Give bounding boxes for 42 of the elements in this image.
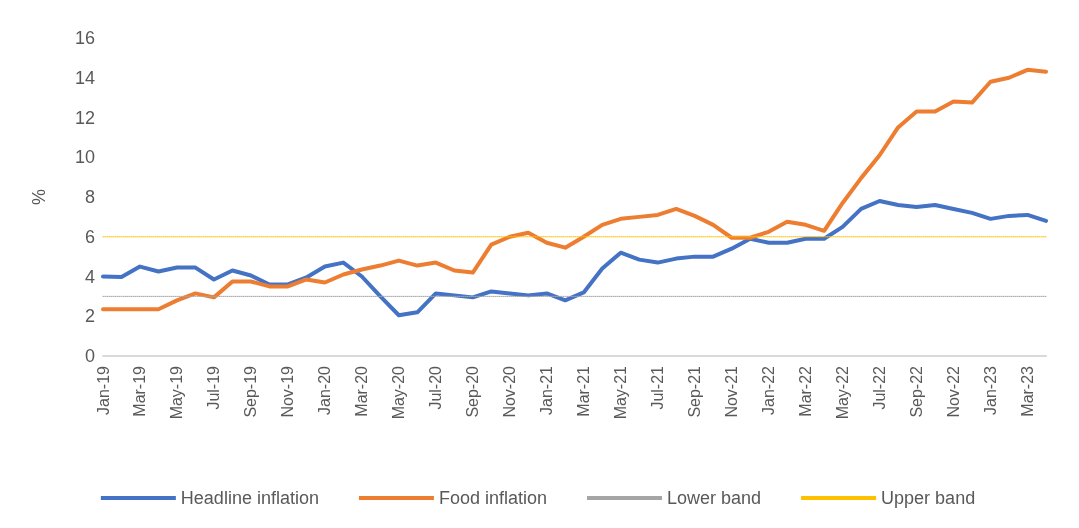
x-tick-label: Jul-20 [427,365,445,410]
x-tick-label: Mar-19 [131,365,149,417]
legend-label: Food inflation [438,488,548,508]
x-tick-label: Sep-22 [908,365,926,418]
y-tick-label: 8 [84,187,95,207]
y-tick-label: 12 [74,107,95,128]
x-tick-label: Jan-20 [316,365,334,415]
x-tick-label: Mar-21 [575,365,593,417]
x-tick-label: Sep-20 [464,365,482,418]
x-tick-label: Nov-20 [501,365,519,418]
x-tick-label: Sep-19 [242,365,260,418]
y-tick-label: 6 [84,226,95,247]
x-tick-label: Jan-23 [982,365,1000,415]
y-tick-label: 16 [74,28,95,48]
x-tick-label: May-19 [168,365,186,420]
x-tick-label: Nov-22 [945,365,963,418]
x-tick-label: Mar-20 [353,365,371,417]
x-tick-label: Jul-21 [649,365,667,410]
x-tick-label: Jan-21 [538,365,556,415]
x-tick-label: May-20 [390,365,408,420]
x-tick-label: May-21 [612,365,630,420]
x-tick-label: Jul-22 [871,365,889,410]
y-tick-label: 14 [74,67,95,88]
legend-label: Headline inflation [180,488,319,508]
y-tick-label: 0 [84,346,95,366]
line-series [101,67,1048,312]
legend-label: Lower band [667,488,762,508]
x-tick-label: May-22 [834,365,852,420]
x-tick-label: Sep-21 [686,365,704,418]
x-tick-label: Nov-19 [279,365,297,418]
x-tick-label: Jan-22 [760,365,778,415]
y-tick-label: 4 [84,266,95,287]
x-tick-label: Mar-22 [797,365,815,417]
y-axis-title: % [29,188,49,206]
y-tick-label: 10 [74,147,95,168]
x-tick-label: Mar-23 [1019,365,1037,417]
x-tick-label: Nov-21 [723,365,741,418]
y-tick-label: 2 [84,306,95,327]
legend-label: Upper band [881,488,976,508]
x-tick-label: Jul-19 [205,365,223,410]
line-series [101,198,1048,318]
x-tick-label: Jan-19 [94,365,112,415]
